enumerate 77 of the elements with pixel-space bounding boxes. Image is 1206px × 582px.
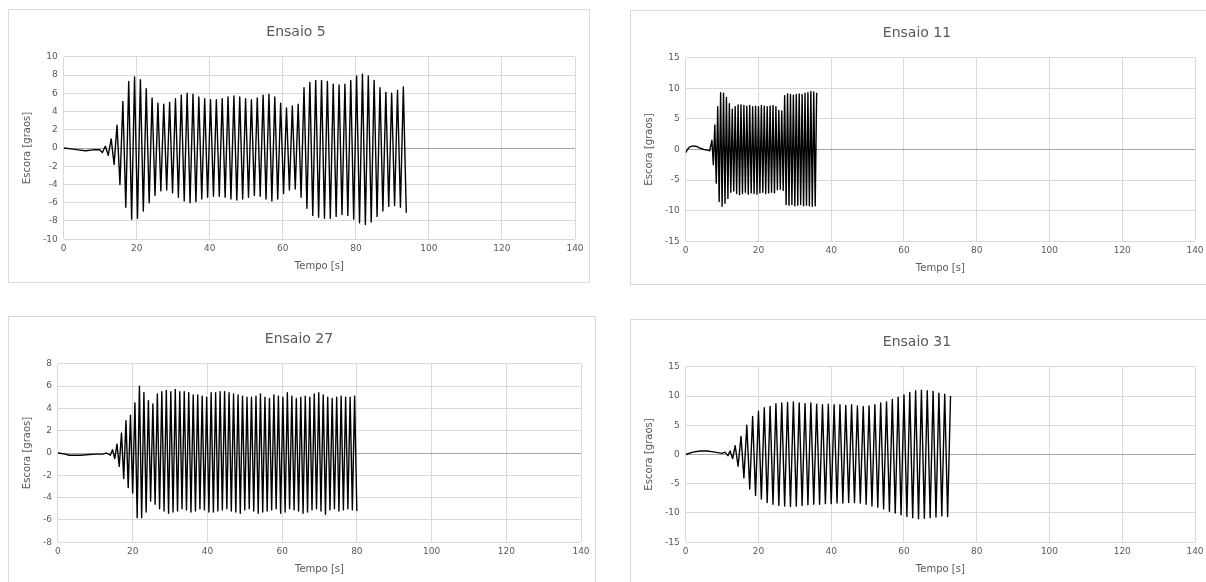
y-tick-label: 10	[668, 82, 680, 93]
y-tick-label: 15	[668, 52, 680, 63]
x-axis-title: Tempo [s]	[914, 261, 965, 273]
y-axis-title: Escora [graos]	[642, 418, 654, 491]
y-tick-label: 0	[51, 142, 58, 153]
y-tick-label: -2	[48, 160, 58, 171]
x-tick-label: 20	[126, 545, 139, 556]
x-tick-label: 60	[277, 242, 289, 253]
y-tick-label: 0	[673, 143, 680, 154]
x-tick-label: 100	[420, 242, 438, 253]
x-tick-label: 100	[1040, 244, 1059, 255]
y-tick-label: -2	[42, 469, 52, 480]
y-tick-label: 6	[46, 380, 53, 391]
x-tick-label: 140	[566, 242, 584, 253]
y-tick-label: 4	[51, 105, 58, 116]
y-tick-label: -5	[670, 478, 680, 489]
chart-title: Ensaio 11	[882, 24, 952, 41]
y-tick-label: -10	[665, 507, 680, 518]
x-tick-label: 120	[497, 545, 516, 556]
x-axis-title: Tempo [s]	[294, 562, 345, 574]
x-tick-label: 20	[752, 545, 765, 556]
y-tick-label: 2	[46, 425, 52, 436]
y-tick-label: 5	[673, 419, 680, 430]
x-tick-label: 140	[1186, 244, 1204, 255]
y-tick-label: -15	[665, 536, 680, 547]
x-tick-label: 40	[825, 545, 838, 556]
y-tick-label: -6	[48, 197, 58, 208]
y-axis-title: Escora [graos]	[20, 416, 32, 490]
y-tick-label: 2	[51, 124, 58, 135]
x-tick-label: 0	[60, 242, 67, 253]
chart-title: Ensaio 27	[264, 330, 334, 347]
x-tick-label: 120	[1113, 545, 1132, 556]
y-tick-label: 0	[46, 447, 53, 458]
y-tick-label: -10	[43, 233, 58, 244]
x-tick-label: 80	[350, 242, 362, 253]
x-tick-label: 60	[898, 545, 910, 556]
y-axis-title: Escora [graos]	[20, 111, 32, 185]
y-tick-label: -6	[42, 514, 53, 525]
x-tick-label: 0	[682, 244, 689, 255]
x-tick-label: 100	[1040, 545, 1059, 556]
y-tick-label: 8	[51, 69, 58, 80]
y-tick-label: 0	[673, 448, 680, 459]
x-tick-label: 40	[201, 545, 214, 556]
y-tick-label: 8	[46, 358, 53, 369]
x-axis-title: Tempo [s]	[293, 259, 344, 271]
x-tick-label: 60	[276, 545, 289, 556]
x-tick-label: 100	[422, 545, 441, 556]
y-tick-label: -10	[665, 204, 680, 215]
x-tick-label: 80	[971, 244, 983, 255]
y-tick-label: 6	[51, 87, 58, 98]
y-tick-label: -8	[42, 536, 53, 547]
chart-title: Ensaio 5	[266, 23, 326, 40]
y-tick-label: 10	[668, 390, 680, 401]
y-tick-label: -4	[48, 178, 58, 189]
y-tick-label: 5	[673, 113, 680, 124]
x-tick-label: 80	[351, 545, 363, 556]
y-tick-label: 4	[46, 402, 53, 413]
y-tick-label: 15	[668, 361, 680, 372]
x-tick-label: 40	[204, 242, 216, 253]
y-tick-label: -15	[665, 235, 680, 246]
x-tick-label: 20	[752, 244, 765, 255]
y-tick-label: -4	[42, 491, 53, 502]
y-axis-title: Escora [graos]	[642, 113, 654, 186]
x-tick-label: 140	[1186, 545, 1204, 556]
x-tick-label: 0	[682, 545, 689, 556]
chart-title: Ensaio 31	[882, 333, 952, 350]
x-tick-label: 40	[825, 244, 838, 255]
x-tick-label: 80	[971, 545, 983, 556]
y-tick-label: -5	[670, 174, 680, 185]
x-tick-label: 140	[572, 545, 590, 556]
x-axis-title: Tempo [s]	[914, 562, 965, 574]
y-tick-label: -8	[48, 215, 58, 226]
y-tick-label: 10	[46, 51, 58, 62]
x-tick-label: 120	[1113, 244, 1132, 255]
x-tick-label: 20	[131, 242, 143, 253]
x-tick-label: 120	[493, 242, 511, 253]
x-tick-label: 60	[898, 244, 910, 255]
